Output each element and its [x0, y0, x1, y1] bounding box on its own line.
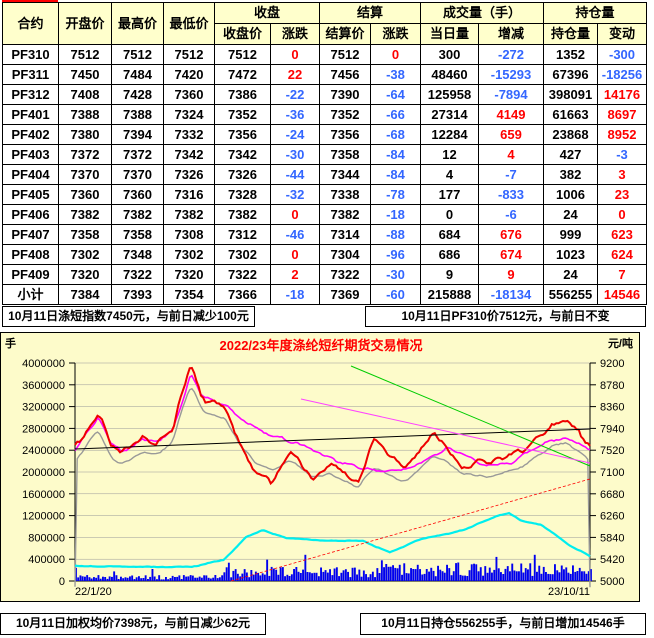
svg-text:2800000: 2800000: [22, 423, 65, 435]
svg-text:5000: 5000: [600, 576, 624, 588]
svg-text:23/10/11: 23/10/11: [548, 586, 590, 598]
svg-text:9200: 9200: [600, 358, 624, 370]
svg-text:7940: 7940: [600, 423, 624, 435]
svg-text:2000000: 2000000: [22, 467, 65, 479]
svg-text:6260: 6260: [600, 511, 624, 523]
svg-text:22/1/20: 22/1/20: [75, 586, 112, 598]
svg-text:800000: 800000: [28, 532, 65, 544]
svg-text:3600000: 3600000: [22, 380, 65, 392]
svg-text:7100: 7100: [600, 467, 624, 479]
svg-text:5420: 5420: [600, 554, 624, 566]
svg-text:0: 0: [59, 576, 65, 588]
svg-text:2400000: 2400000: [22, 445, 65, 457]
svg-text:5840: 5840: [600, 532, 624, 544]
svg-text:8780: 8780: [600, 380, 624, 392]
svg-text:7520: 7520: [600, 445, 624, 457]
svg-text:3200000: 3200000: [22, 402, 65, 414]
svg-text:6680: 6680: [600, 489, 624, 501]
svg-text:8360: 8360: [600, 402, 624, 414]
svg-text:400000: 400000: [28, 554, 65, 566]
svg-text:1600000: 1600000: [22, 489, 65, 501]
svg-text:1200000: 1200000: [22, 511, 65, 523]
svg-text:4000000: 4000000: [22, 358, 65, 370]
